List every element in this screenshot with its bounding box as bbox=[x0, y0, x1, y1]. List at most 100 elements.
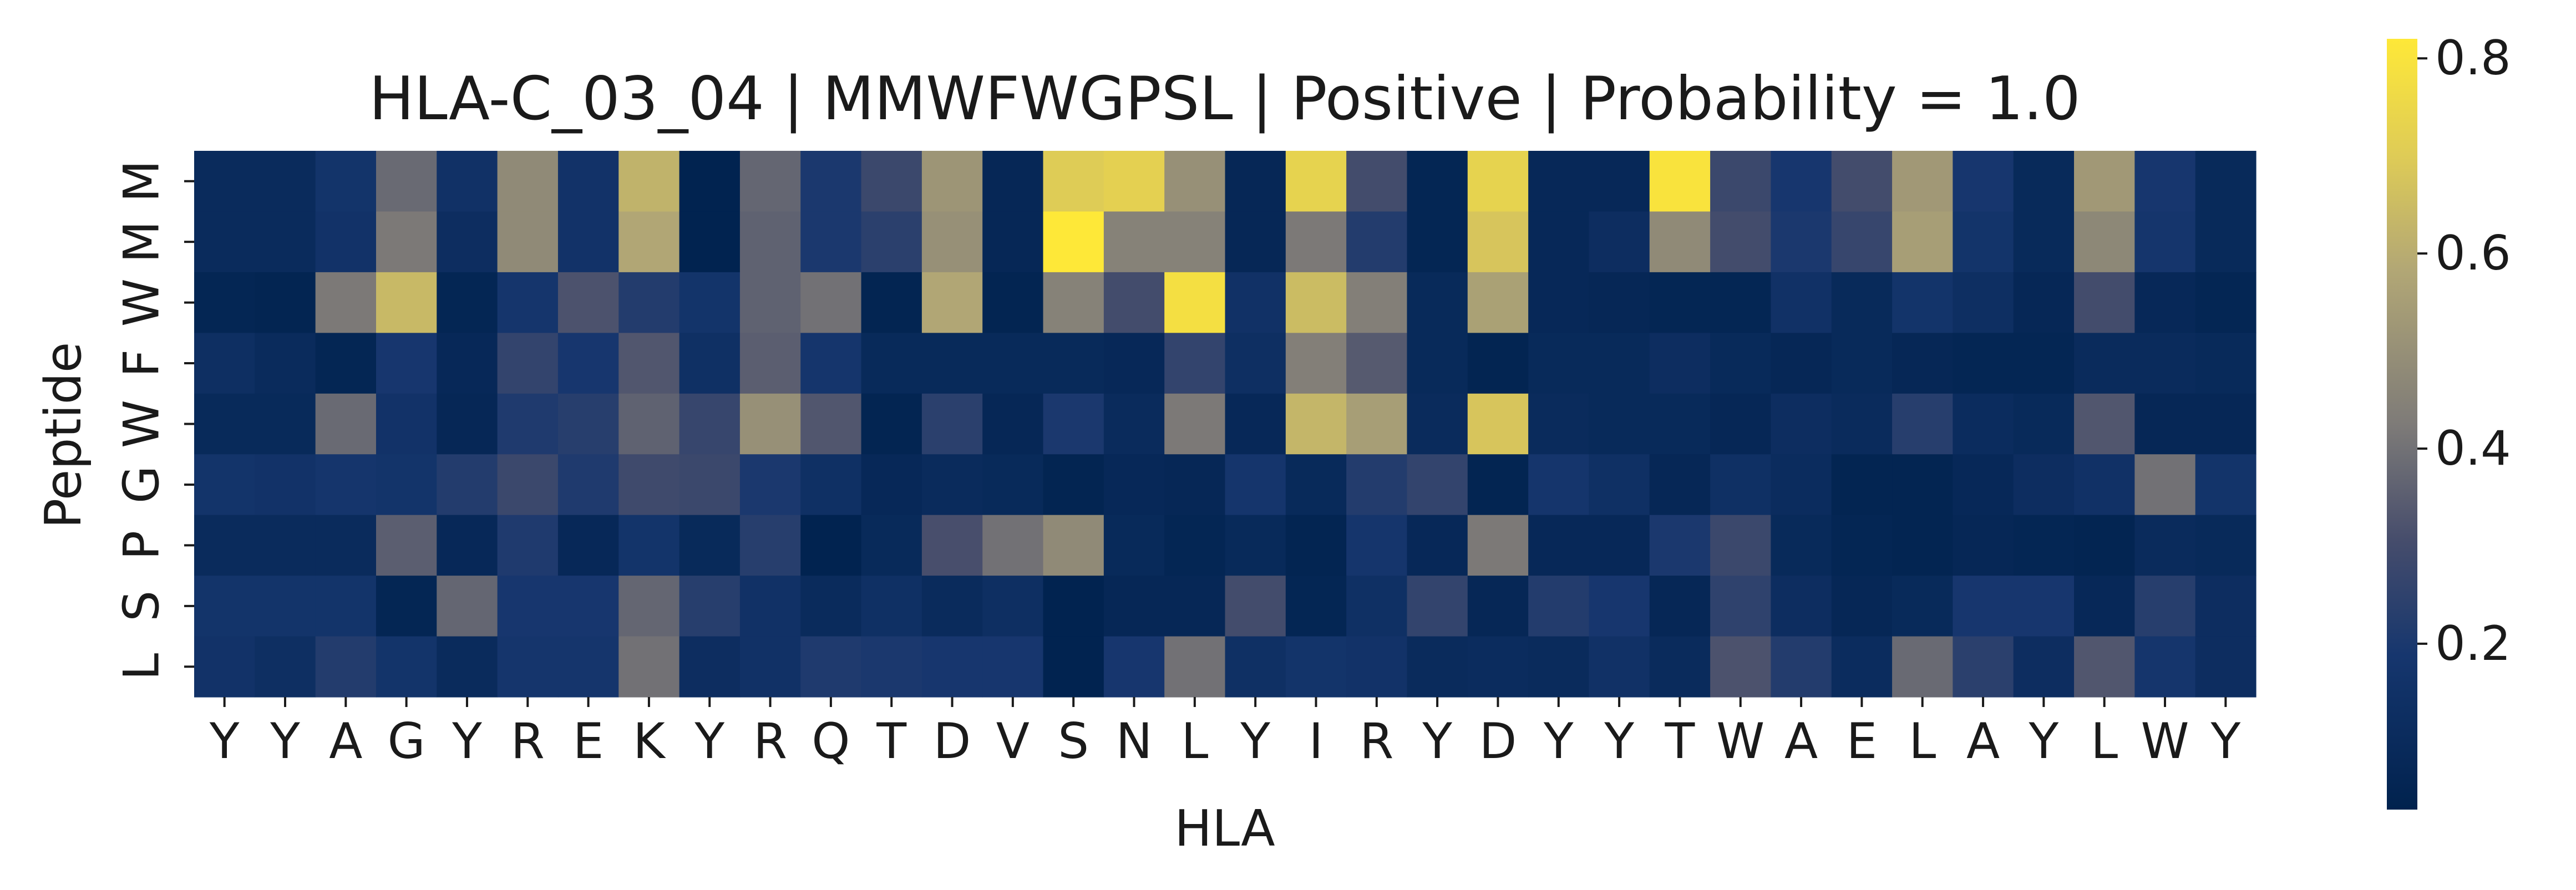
x-tick-label: E bbox=[573, 713, 604, 770]
heatmap-cell bbox=[618, 211, 680, 273]
heatmap-cell bbox=[2013, 515, 2075, 576]
heatmap-cell bbox=[194, 636, 255, 698]
heatmap-cell bbox=[861, 636, 922, 698]
heatmap-cell bbox=[2074, 333, 2135, 394]
heatmap-cells bbox=[194, 151, 2256, 698]
heatmap-cell bbox=[1346, 515, 1408, 576]
heatmap-cell bbox=[376, 272, 437, 333]
heatmap-cell bbox=[1043, 636, 1104, 698]
y-tick-label: M bbox=[113, 221, 170, 263]
heatmap-cell bbox=[1710, 151, 1772, 212]
heatmap-cell bbox=[2195, 333, 2256, 394]
heatmap-cell bbox=[679, 576, 741, 637]
heatmap-cell bbox=[1285, 272, 1347, 333]
heatmap-cell bbox=[194, 576, 255, 637]
colorbar-tick-label: 0.2 bbox=[2435, 616, 2511, 672]
heatmap-cell bbox=[921, 393, 983, 455]
heatmap-cell bbox=[497, 393, 559, 455]
heatmap-cell bbox=[861, 515, 922, 576]
heatmap-cell bbox=[315, 211, 377, 273]
heatmap-cell bbox=[739, 515, 801, 576]
heatmap-cell bbox=[1407, 151, 1468, 212]
heatmap-cell bbox=[1892, 515, 1953, 576]
heatmap-cell bbox=[1710, 515, 1772, 576]
x-tick-label: T bbox=[1665, 713, 1696, 770]
heatmap-cell bbox=[437, 393, 498, 455]
heatmap-cell bbox=[2134, 515, 2196, 576]
heatmap-cell bbox=[1589, 515, 1650, 576]
heatmap-cell bbox=[1953, 393, 2014, 455]
heatmap-cell bbox=[739, 636, 801, 698]
heatmap-cell bbox=[194, 272, 255, 333]
heatmap-cell bbox=[1467, 515, 1529, 576]
heatmap-cell bbox=[1892, 211, 1953, 273]
x-tick-label: N bbox=[1116, 713, 1153, 770]
x-tick-label: Y bbox=[270, 713, 300, 770]
heatmap-cell bbox=[497, 272, 559, 333]
heatmap-cell bbox=[2074, 393, 2135, 455]
heatmap-cell bbox=[739, 393, 801, 455]
heatmap-cell bbox=[2195, 576, 2256, 637]
heatmap-cell bbox=[1103, 272, 1165, 333]
heatmap-cell bbox=[1953, 333, 2014, 394]
heatmap-cell bbox=[1649, 454, 1711, 516]
heatmap-cell bbox=[982, 151, 1044, 212]
x-tick-label: L bbox=[1909, 713, 1936, 770]
heatmap-cell bbox=[1346, 576, 1408, 637]
heatmap-cell bbox=[1103, 333, 1165, 394]
heatmap-cell bbox=[194, 454, 255, 516]
y-tick-label: W bbox=[113, 400, 170, 448]
heatmap-cell bbox=[739, 333, 801, 394]
heatmap-cell bbox=[921, 211, 983, 273]
heatmap-cell bbox=[194, 151, 255, 212]
heatmap-cell bbox=[2134, 151, 2196, 212]
heatmap-cell bbox=[679, 211, 741, 273]
heatmap-cell bbox=[1589, 333, 1650, 394]
heatmap-cell bbox=[1589, 636, 1650, 698]
heatmap-cell bbox=[1164, 272, 1226, 333]
heatmap-cell bbox=[1225, 576, 1286, 637]
heatmap-cell bbox=[1407, 636, 1468, 698]
heatmap-cell bbox=[437, 211, 498, 273]
heatmap-cell bbox=[1649, 636, 1711, 698]
x-tick-label: K bbox=[633, 713, 666, 770]
heatmap-cell bbox=[437, 636, 498, 698]
heatmap-cell bbox=[1407, 515, 1468, 576]
heatmap-cell bbox=[618, 636, 680, 698]
heatmap-cell bbox=[1346, 393, 1408, 455]
heatmap-cell bbox=[1831, 151, 1893, 212]
x-tick-label: Y bbox=[1422, 713, 1452, 770]
heatmap-cell bbox=[1771, 636, 1832, 698]
heatmap-cell bbox=[2195, 393, 2256, 455]
heatmap-cell bbox=[1103, 393, 1165, 455]
x-tick-label: I bbox=[1309, 713, 1324, 770]
x-tick-label: A bbox=[1784, 713, 1818, 770]
heatmap-cell bbox=[315, 636, 377, 698]
heatmap-cell bbox=[1528, 151, 1590, 212]
heatmap-cell bbox=[618, 151, 680, 212]
heatmap-cell bbox=[315, 454, 377, 516]
heatmap-cell bbox=[800, 636, 862, 698]
heatmap-cell bbox=[1528, 515, 1590, 576]
heatmap-cell bbox=[255, 272, 316, 333]
heatmap-cell bbox=[1103, 576, 1165, 637]
colorbar-ticks: 0.2 0.4 0.6 0.8 bbox=[2417, 30, 2511, 672]
heatmap-cell bbox=[1346, 211, 1408, 273]
heatmap-cell bbox=[255, 151, 316, 212]
heatmap-cell bbox=[557, 515, 619, 576]
heatmap-cell bbox=[2013, 393, 2075, 455]
y-tick-label: L bbox=[113, 653, 170, 680]
heatmap-cell bbox=[1103, 636, 1165, 698]
heatmap-cell bbox=[497, 333, 559, 394]
heatmap-cell bbox=[1953, 576, 2014, 637]
heatmap-cell bbox=[800, 272, 862, 333]
heatmap-cell bbox=[2074, 151, 2135, 212]
heatmap-cell bbox=[1225, 272, 1286, 333]
heatmap-cell bbox=[2074, 454, 2135, 516]
heatmap-cell bbox=[497, 576, 559, 637]
heatmap-cell bbox=[679, 636, 741, 698]
x-tick-label: D bbox=[934, 713, 971, 770]
heatmap-cell bbox=[376, 454, 437, 516]
heatmap-cell bbox=[315, 393, 377, 455]
heatmap-cell bbox=[1225, 393, 1286, 455]
